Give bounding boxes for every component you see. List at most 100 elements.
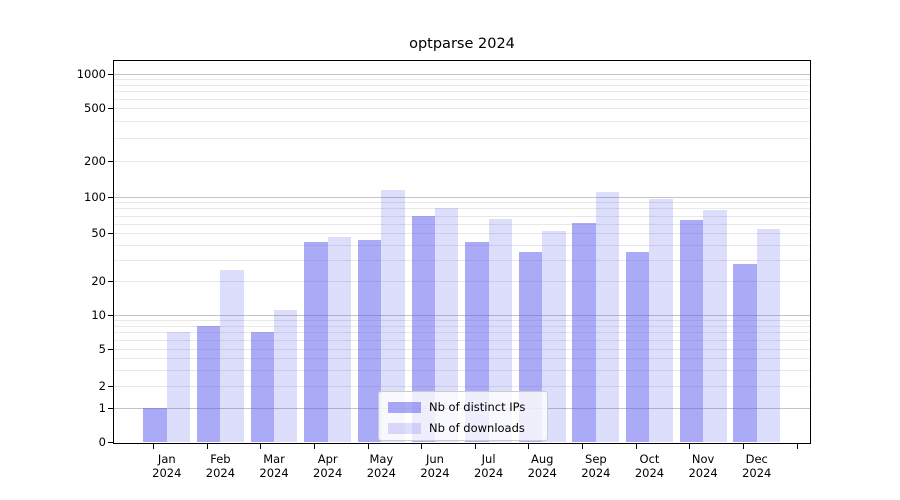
x-axis-tick — [260, 444, 262, 449]
y-axis-tick — [108, 108, 113, 109]
y-axis-tick — [108, 161, 113, 162]
gridline-minor — [114, 358, 810, 359]
y-tick-label: 0 — [98, 434, 106, 449]
y-tick-label: 2 — [98, 379, 106, 393]
y-tick-label: 50 — [91, 226, 106, 241]
y-tick-label: 100 — [84, 189, 106, 204]
y-tick-label: 1 — [98, 401, 106, 416]
bar-distinct-ips — [733, 263, 757, 443]
bar-downloads — [595, 191, 620, 443]
gridline-major — [114, 74, 810, 75]
gridline-minor — [114, 386, 810, 387]
x-tick-label: Jun 2024 — [420, 452, 450, 480]
bar-downloads — [434, 208, 459, 443]
x-tick-label: Jan 2024 — [152, 452, 182, 480]
bar-downloads — [274, 310, 298, 443]
y-axis-tick — [108, 314, 113, 316]
x-axis-tick — [313, 444, 315, 449]
gridline-major — [114, 196, 810, 198]
y-tick-label: 20 — [91, 274, 106, 289]
gridline-minor — [114, 108, 810, 109]
x-axis-tick — [689, 444, 691, 449]
y-axis-tick — [108, 281, 113, 283]
bar-downloads — [756, 229, 781, 443]
gridline-minor — [114, 244, 810, 246]
bar-downloads — [327, 236, 352, 443]
legend-item-downloads: Nb of downloads — [388, 421, 525, 435]
y-axis-tick — [108, 408, 113, 410]
x-axis-tick — [635, 444, 637, 449]
x-axis-tick — [206, 444, 208, 449]
x-tick-label: May 2024 — [366, 452, 396, 480]
gridline-major — [114, 314, 810, 316]
gridline-minor — [114, 137, 810, 139]
bar-distinct-ips — [357, 239, 382, 443]
gridline-minor — [114, 332, 810, 334]
bar-distinct-ips — [304, 242, 328, 443]
gridline-minor — [114, 281, 810, 283]
legend-label-downloads: Nb of downloads — [429, 421, 525, 435]
y-axis-tick — [108, 196, 113, 198]
y-axis-tick — [108, 386, 113, 387]
bar-downloads — [381, 189, 405, 443]
bar-downloads — [649, 199, 673, 443]
legend-swatch-downloads — [388, 422, 421, 434]
gridline-minor — [114, 369, 810, 371]
gridline-minor — [114, 233, 810, 235]
bar-distinct-ips — [679, 220, 704, 443]
x-axis-tick — [742, 444, 744, 449]
legend-item-distinct-ips: Nb of distinct IPs — [388, 400, 525, 414]
x-tick-label: Oct 2024 — [634, 452, 665, 480]
x-axis-tick — [367, 444, 369, 449]
gridline-minor — [114, 215, 810, 217]
x-tick-label: Mar 2024 — [259, 452, 289, 480]
x-axis-tick — [528, 444, 530, 449]
y-axis-tick — [108, 441, 113, 443]
y-tick-label: 500 — [84, 101, 106, 115]
bar-downloads — [703, 209, 727, 443]
bar-distinct-ips — [626, 251, 650, 443]
legend-swatch-distinct-ips — [388, 401, 421, 413]
y-axis-tick — [108, 233, 113, 235]
x-tick-label: Sep 2024 — [581, 452, 611, 480]
plot-area — [113, 60, 811, 444]
legend: Nb of distinct IPs Nb of downloads — [378, 391, 548, 441]
y-axis-tick — [108, 349, 113, 350]
gridline-minor — [114, 91, 810, 93]
x-tick-label: Jul 2024 — [473, 452, 504, 480]
gridline-minor — [114, 202, 810, 204]
x-tick-label: Apr 2024 — [313, 452, 343, 480]
bar-downloads — [220, 269, 244, 443]
gridline-minor — [114, 339, 810, 341]
gridline-minor — [114, 208, 810, 210]
gridline-minor — [114, 84, 810, 86]
legend-label-distinct-ips: Nb of distinct IPs — [429, 400, 526, 414]
gridline-minor — [114, 349, 810, 350]
gridline-minor — [114, 99, 810, 101]
x-axis-tick — [474, 444, 476, 449]
bar-downloads — [166, 332, 191, 443]
bar-distinct-ips — [572, 222, 596, 443]
gridline-minor — [114, 319, 810, 321]
bar-downloads — [488, 219, 512, 443]
gridline-minor — [114, 161, 810, 162]
x-tick-label: Feb 2024 — [205, 452, 236, 480]
bar-distinct-ips — [143, 408, 167, 443]
x-tick-label: Nov 2024 — [688, 452, 718, 480]
gridline-minor — [114, 120, 810, 122]
gridline-minor — [114, 79, 810, 81]
x-axis-tick — [421, 444, 423, 449]
x-axis-tick — [153, 444, 154, 449]
gridline-minor — [114, 260, 810, 262]
x-axis-tick — [582, 444, 584, 449]
y-tick-label: 1000 — [76, 67, 106, 81]
x-axis-tick — [796, 444, 798, 449]
y-tick-label: 200 — [84, 154, 106, 168]
bar-downloads — [542, 231, 566, 443]
bar-distinct-ips — [411, 216, 435, 443]
y-tick-label: 5 — [98, 342, 106, 356]
gridline-minor — [114, 325, 810, 327]
y-tick-label: 10 — [91, 307, 106, 322]
x-tick-label: Dec 2024 — [742, 452, 772, 480]
